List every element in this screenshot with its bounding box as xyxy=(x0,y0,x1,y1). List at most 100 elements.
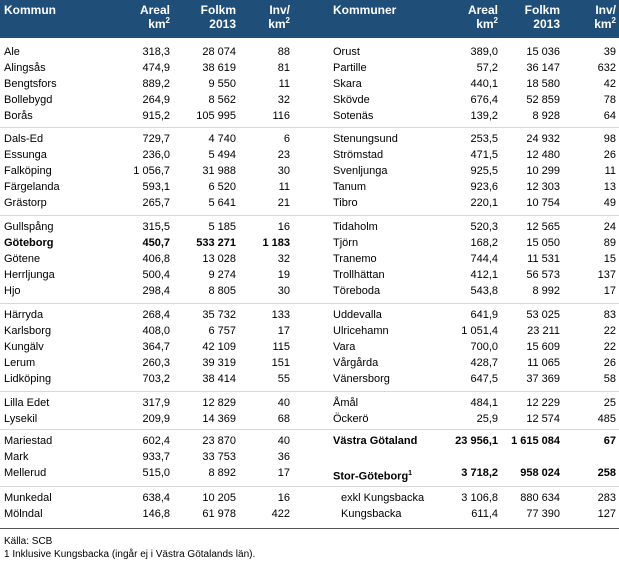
table-row: Göteborg 450,7 533 271 1 183 xyxy=(0,236,619,251)
kommun-name: Färgelanda xyxy=(4,180,114,195)
inv-value: 26 xyxy=(603,149,616,161)
folkm-value: 12 229 xyxy=(526,397,560,409)
areal-value: 484,1 xyxy=(470,397,498,409)
table-row: Bengtsfors 889,2 9 550 11 xyxy=(0,77,619,92)
areal-value: 139,2 xyxy=(470,110,498,122)
header-inv-right-unit: km2 xyxy=(584,17,616,32)
table-row: Gullspång 315,5 5 185 16 xyxy=(0,220,619,235)
inv-value: 39 xyxy=(603,46,616,58)
areal-value: 611,4 xyxy=(471,508,498,520)
header-kommun-label: Kommun xyxy=(4,3,56,17)
kommun-name: Töreboda xyxy=(333,284,453,299)
row-separator xyxy=(0,127,619,128)
header-folkm-right: Folkm 2013 xyxy=(505,3,560,31)
kommun-name-text: Munkedal xyxy=(4,492,52,504)
kommun-name-text: Lidköping xyxy=(4,373,52,385)
kommun-name-text: Mellerud xyxy=(4,467,47,479)
folkm-value: 8 928 xyxy=(532,110,560,122)
table-row: Mellerud 515,0 8 892 17 xyxy=(0,466,619,481)
folkm-value: 56 573 xyxy=(526,269,560,281)
source-note: Källa: SCB xyxy=(4,536,53,547)
header-areal-right-unit: km2 xyxy=(450,17,498,32)
folkm-value: 42 109 xyxy=(202,341,236,353)
header-inv-unit: km2 xyxy=(258,17,290,32)
areal-unit-exp: 2 xyxy=(165,16,170,25)
inv-value: 17 xyxy=(277,467,290,479)
table-row: Hjo 298,4 8 805 30 xyxy=(0,284,619,299)
header-kommuner-label: Kommuner xyxy=(333,3,397,17)
folkm-value: 12 829 xyxy=(202,397,236,409)
kommun-name: Trollhättan xyxy=(333,268,453,283)
table-row: Skara 440,1 18 580 42 xyxy=(0,77,619,92)
areal-value: 23 956,1 xyxy=(455,435,498,447)
folkm-value: 15 036 xyxy=(526,46,560,58)
table-row: Alingsås 474,9 38 619 81 xyxy=(0,61,619,76)
inv-value: 58 xyxy=(603,373,616,385)
table-row: Ale 318,3 28 074 88 xyxy=(0,45,619,60)
folkm-value: 10 299 xyxy=(526,165,560,177)
kommun-name: Lysekil xyxy=(4,412,114,427)
areal-value: 471,5 xyxy=(470,149,498,161)
inv-value: 17 xyxy=(603,285,616,297)
areal-value: 729,7 xyxy=(142,133,170,145)
folkm-value: 8 562 xyxy=(208,94,236,106)
areal-value: 265,7 xyxy=(142,197,170,209)
areal-value: 298,4 xyxy=(142,285,170,297)
folkm-value: 28 074 xyxy=(202,46,236,58)
kommun-name: Vårgårda xyxy=(333,356,453,371)
kommun-name-text: Härryda xyxy=(4,309,44,321)
areal-value: 450,7 xyxy=(142,237,170,249)
kommun-name: Mölndal xyxy=(4,507,114,522)
areal-value: 474,9 xyxy=(142,62,170,74)
areal-value: 428,7 xyxy=(470,357,498,369)
table-row: Karlsborg 408,0 6 757 17 xyxy=(0,324,619,339)
table-row: Lilla Edet 317,9 12 829 40 xyxy=(0,396,619,411)
folkm-value: 31 988 xyxy=(202,165,236,177)
inv-value: 21 xyxy=(277,197,290,209)
folkm-value: 9 550 xyxy=(208,78,236,90)
table-row: Borås 915,2 105 995 116 xyxy=(0,109,619,124)
kommun-name-text: Vårgårda xyxy=(333,357,379,369)
inv-value: 16 xyxy=(277,221,290,233)
table-row: exkl Kungsbacka 3 106,8 880 634 283 xyxy=(0,491,619,506)
kommun-name-text: Kungälv xyxy=(4,341,44,353)
areal-value: 412,1 xyxy=(470,269,498,281)
kommun-name: Herrljunga xyxy=(4,268,114,283)
areal-value: 318,3 xyxy=(142,46,170,58)
kommun-name-text: Mariestad xyxy=(4,435,53,447)
table-row: Uddevalla 641,9 53 025 83 xyxy=(0,308,619,323)
areal-value: 933,7 xyxy=(142,451,170,463)
kommun-name: Mark xyxy=(4,450,114,465)
table-row: Färgelanda 593,1 6 520 11 xyxy=(0,180,619,195)
kommun-name: Hjo xyxy=(4,284,114,299)
kommun-name: Gullspång xyxy=(4,220,114,235)
kommun-name-text: Strömstad xyxy=(333,149,384,161)
kommun-name: Åmål xyxy=(333,396,453,411)
areal-value: 602,4 xyxy=(142,435,170,447)
inv-value: 24 xyxy=(603,221,616,233)
row-separator xyxy=(0,486,619,487)
table-row: Härryda 268,4 35 732 133 xyxy=(0,308,619,323)
inv-value: 16 xyxy=(277,492,290,504)
table-row: Öckerö 25,9 12 574 485 xyxy=(0,412,619,427)
kommun-name: Mariestad xyxy=(4,434,114,449)
inv-value: 15 xyxy=(603,253,616,265)
kommun-name: Västra Götaland xyxy=(333,434,453,449)
areal-value: 168,2 xyxy=(470,237,498,249)
kommun-name-text: Lysekil xyxy=(4,413,38,425)
kommun-name-text: Öckerö xyxy=(333,413,369,425)
kommun-name-text: Kungsbacka xyxy=(341,508,402,520)
table-row: Kungsbacka 611,4 77 390 127 xyxy=(0,507,619,522)
inv-value: 83 xyxy=(603,309,616,321)
folkm-value: 23 870 xyxy=(202,435,236,447)
areal-value: 406,8 xyxy=(142,253,170,265)
inv-value: 115 xyxy=(272,341,290,353)
header-kommun: Kommun xyxy=(4,3,56,17)
header-folkm: Folkm 2013 xyxy=(184,3,236,31)
folkm-value: 11 531 xyxy=(527,253,560,265)
header-folkm-label: Folkm xyxy=(200,3,236,17)
inv-value: 283 xyxy=(597,492,616,504)
table-header: Kommun Areal km2 Folkm 2013 Inv/ km2 Kom… xyxy=(0,0,619,38)
table-row: Tranemo 744,4 11 531 15 xyxy=(0,252,619,267)
kommun-name: Karlsborg xyxy=(4,324,114,339)
